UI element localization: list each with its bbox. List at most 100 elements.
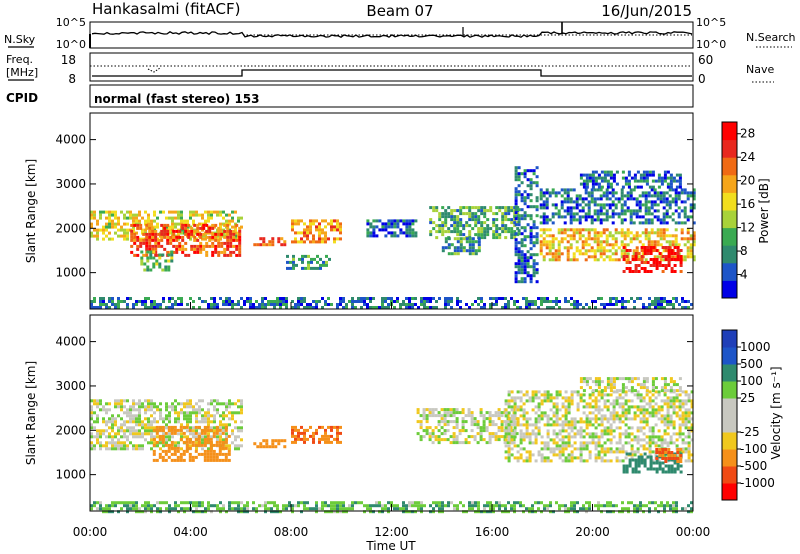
echo-cell xyxy=(650,212,654,216)
echo-cell xyxy=(660,386,664,390)
echo-cell xyxy=(660,297,663,300)
echo-cell xyxy=(204,414,207,418)
echo-cell xyxy=(588,453,592,457)
echo-cell xyxy=(531,303,534,306)
echo-cell xyxy=(679,457,683,460)
echo-cell xyxy=(180,507,183,511)
echo-cell xyxy=(681,414,685,418)
echo-cell xyxy=(649,258,653,261)
echo-cell xyxy=(196,247,200,251)
echo-cell xyxy=(624,429,628,433)
echo-cell xyxy=(123,447,126,451)
echo-cell xyxy=(644,212,648,216)
echo-cell xyxy=(630,399,634,403)
echo-cell xyxy=(139,241,143,245)
echo-cell xyxy=(522,435,526,439)
echo-cell xyxy=(482,414,486,418)
echo-cell xyxy=(135,402,138,406)
echo-cell xyxy=(303,428,306,432)
echo-cell xyxy=(201,408,204,412)
echo-cell xyxy=(585,383,589,387)
echo-cell xyxy=(674,188,678,192)
echo-cell xyxy=(123,432,126,436)
echo-cell xyxy=(148,244,152,248)
echo-cell xyxy=(634,461,638,465)
echo-cell xyxy=(683,237,687,241)
echo-cell xyxy=(542,231,546,235)
echo-cell xyxy=(624,176,628,180)
echo-cell xyxy=(366,234,370,238)
echo-cell xyxy=(519,432,523,436)
echo-cell xyxy=(546,432,550,436)
echo-cell xyxy=(669,417,673,421)
echo-cell xyxy=(572,215,576,219)
echo-cell xyxy=(105,420,108,424)
echo-cell xyxy=(529,241,533,245)
echo-cell xyxy=(692,197,696,201)
echo-cell xyxy=(529,205,533,209)
echo-cell xyxy=(486,209,490,213)
echo-cell xyxy=(279,297,282,300)
echo-cell xyxy=(441,249,445,253)
echo-cell xyxy=(120,408,123,412)
echo-cell xyxy=(593,255,597,259)
echo-cell xyxy=(630,389,634,393)
echo-cell xyxy=(476,426,480,430)
echo-cell xyxy=(411,228,415,232)
echo-cell xyxy=(138,423,141,427)
echo-cell xyxy=(438,297,441,300)
echo-cell xyxy=(437,435,441,439)
echo-cell xyxy=(485,417,489,421)
echo-cell xyxy=(264,501,267,505)
echo-cell xyxy=(170,440,174,444)
echo-cell xyxy=(456,221,460,225)
echo-cell xyxy=(678,417,682,421)
echo-cell xyxy=(300,300,303,303)
echo-cell xyxy=(411,306,414,309)
echo-cell xyxy=(639,429,643,433)
echo-cell xyxy=(645,176,649,180)
echo-cell xyxy=(321,228,324,232)
velocity-heatmap xyxy=(90,377,694,514)
echo-cell xyxy=(330,222,333,226)
echo-cell xyxy=(393,234,397,238)
echo-cell xyxy=(555,408,559,412)
echo-cell xyxy=(215,440,219,444)
echo-cell xyxy=(195,402,198,406)
echo-cell xyxy=(597,441,601,445)
echo-cell xyxy=(581,200,585,204)
echo-cell xyxy=(126,408,129,412)
echo-cell xyxy=(108,300,111,303)
echo-cell xyxy=(180,228,183,232)
echo-cell xyxy=(277,442,281,446)
echo-cell xyxy=(650,194,654,198)
echo-cell xyxy=(291,510,294,514)
echo-cell xyxy=(225,219,228,223)
echo-cell xyxy=(652,249,656,252)
echo-cell xyxy=(563,246,567,250)
echo-cell xyxy=(164,431,168,435)
echo-cell xyxy=(178,247,182,251)
echo-cell xyxy=(396,219,400,223)
echo-cell xyxy=(431,414,435,418)
echo-cell xyxy=(136,244,140,248)
echo-cell xyxy=(160,238,164,242)
echo-cell xyxy=(117,432,120,436)
echo-cell xyxy=(573,441,577,445)
echo-cell xyxy=(594,414,598,418)
echo-cell xyxy=(591,417,595,421)
echo-cell xyxy=(234,225,237,229)
echo-cell xyxy=(540,402,544,406)
echo-cell xyxy=(630,444,634,448)
echo-cell xyxy=(160,244,164,248)
echo-cell xyxy=(525,417,529,421)
echo-cell xyxy=(596,212,600,216)
echo-cell xyxy=(645,420,649,424)
echo-cell xyxy=(669,377,673,381)
echo-cell xyxy=(666,417,670,421)
echo-cell xyxy=(431,435,435,439)
echo-cell xyxy=(318,234,321,238)
echo-cell xyxy=(588,173,592,177)
echo-cell xyxy=(141,435,144,439)
echo-cell xyxy=(624,386,628,390)
